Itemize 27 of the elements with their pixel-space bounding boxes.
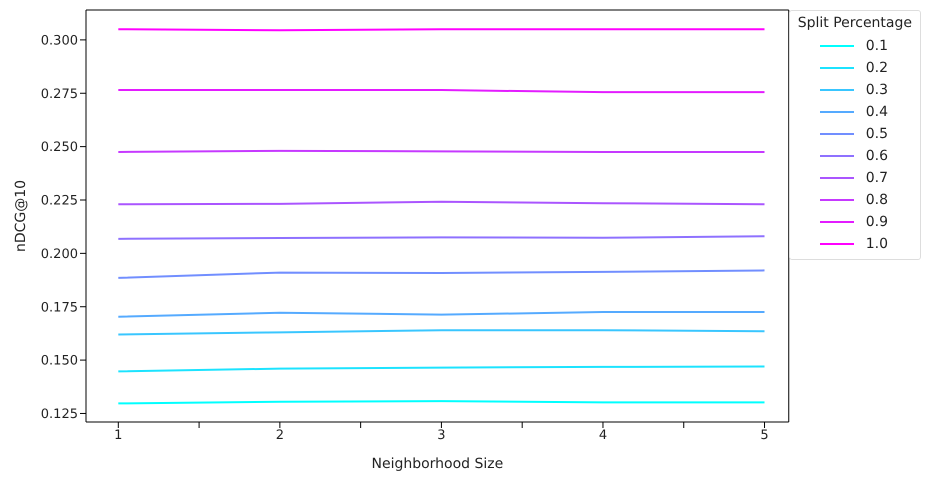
x-tick-label: 3	[437, 428, 446, 444]
legend-label: 0.3	[866, 82, 888, 98]
legend-label: 0.1	[866, 38, 888, 54]
y-tick-label: 0.175	[40, 300, 78, 316]
x-tick-label: 1	[114, 428, 122, 444]
x-tick-label: 5	[760, 428, 769, 444]
legend-label: 0.5	[866, 126, 888, 142]
y-tick-label: 0.125	[40, 407, 78, 422]
legend-label: 0.8	[866, 192, 888, 208]
x-axis-title: Neighborhood Size	[371, 456, 504, 472]
y-tick-label: 0.150	[40, 354, 78, 369]
y-axis-title: nDCG@10	[12, 180, 29, 252]
x-tick-label: 4	[598, 428, 608, 444]
y-tick-label: 0.250	[40, 140, 78, 156]
line-series	[117, 269, 766, 279]
legend-label: 0.4	[866, 104, 888, 120]
x-tick-label: 2	[276, 428, 284, 444]
legend-title: Split Percentage	[798, 15, 912, 31]
legend-label: 0.9	[866, 214, 888, 230]
y-tick-label: 0.225	[40, 194, 78, 209]
y-tick-label: 0.200	[40, 246, 78, 262]
y-tick-label: 0.300	[40, 34, 78, 48]
legend-label: 1.0	[866, 236, 888, 252]
legend-label: 0.6	[866, 148, 888, 164]
legend-label: 0.7	[866, 170, 888, 186]
y-tick-label: 0.275	[40, 86, 78, 102]
legend-label: 0.2	[866, 60, 888, 76]
